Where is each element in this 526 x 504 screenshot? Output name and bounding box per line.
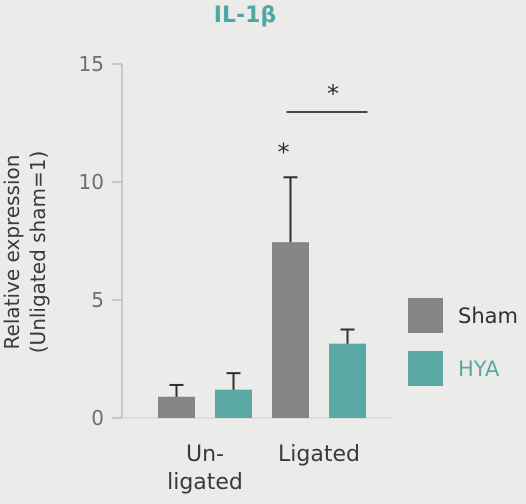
legend-swatch-sham [408,298,443,333]
y-tick-label: 5 [91,288,104,312]
y-axis-label-line-1: Relative expression [0,155,24,350]
x-category-label: Ligated [278,442,360,467]
legend-swatch-hya [408,351,443,386]
bar-sham-1 [272,242,309,418]
legend-label-sham: Sham [458,304,518,328]
significance-star: * [278,138,290,166]
y-tick-label: 0 [91,406,104,430]
y-axis-label-line-2: (Unligated sham=1) [26,151,50,354]
x-category-label: ligated [167,470,243,495]
y-tick-label: 10 [79,170,104,194]
chart-title: IL-1β [214,3,276,28]
y-tick-label: 15 [79,52,104,76]
legend-label-hya: HYA [458,357,500,381]
bar-hya-1 [329,343,366,418]
bar-hya-0 [215,389,252,418]
significance-star: * [327,80,339,108]
x-category-label: Un- [186,442,224,467]
bar-sham-0 [158,396,195,418]
